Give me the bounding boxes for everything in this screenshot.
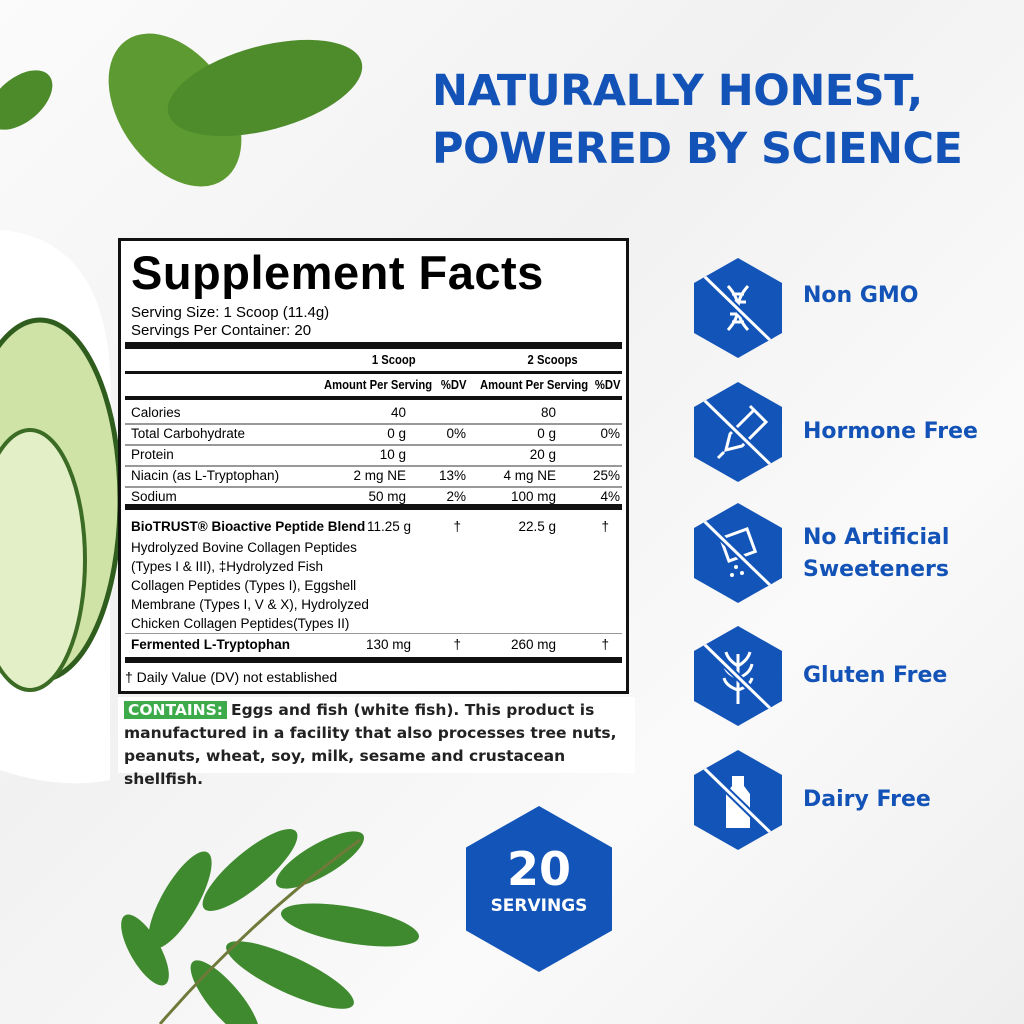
divider (125, 371, 622, 374)
tryptophan-amount-1: 130 mg (365, 637, 411, 652)
badge-label: Gluten Free (803, 663, 948, 688)
dna-crossed-icon (701, 273, 777, 347)
blend-amount-2: 22.5 g (518, 519, 556, 534)
col-header: Amount Per Serving (479, 378, 588, 392)
servings-per-container: Servings Per Container: 20 (131, 322, 312, 339)
headline-line-2: POWERED BY SCIENCE (432, 124, 963, 174)
syringe-icon-badge (694, 382, 782, 482)
amount-1-scoop: 0 g (387, 426, 406, 441)
nutrient-name: Sodium (131, 489, 177, 504)
contains-text: Eggs and fish (white fish). This product… (124, 701, 617, 788)
wheat-icon-badge (694, 626, 782, 726)
dv-1-scoop: 0% (446, 426, 466, 441)
divider (125, 342, 622, 349)
blend-name: BioTRUST® Bioactive Peptide Blend (131, 519, 366, 534)
nutrient-row: Protein 10 g 20 g (121, 445, 626, 465)
nutrient-name: Niacin (as L-Tryptophan) (131, 468, 280, 483)
amount-1-scoop: 50 mg (368, 489, 406, 504)
divider (125, 486, 622, 488)
tryptophan-amount-2: 260 mg (510, 637, 556, 652)
blend-dv-1: † (453, 519, 461, 534)
amount-1-scoop: 10 g (379, 447, 406, 462)
milk-bottle-crossed-icon (701, 765, 777, 839)
col-header: %DV (594, 378, 620, 392)
footnote: † Daily Value (DV) not established (125, 669, 338, 685)
dv-2-scoops: 0% (600, 426, 620, 441)
syringe-crossed-icon (701, 397, 777, 471)
dv-1-scoop: 2% (446, 489, 466, 504)
facts-title: Supplement Facts (131, 246, 544, 299)
tryptophan-name: Fermented L-Tryptophan (131, 637, 291, 652)
amount-2-scoops: 100 mg (510, 489, 556, 504)
dna-icon-badge (694, 258, 782, 358)
headline-line-1: NATURALLY HONEST, (432, 66, 923, 116)
nutrient-name: Calories (131, 405, 181, 420)
divider (125, 633, 622, 634)
contains-label: CONTAINS: (124, 701, 227, 719)
divider (125, 504, 622, 510)
blend-dv-2: † (601, 519, 609, 534)
nutrient-name: Protein (131, 447, 174, 462)
sweetener-icon-badge (694, 503, 782, 603)
col-group-1: 1 Scoop (372, 353, 416, 367)
blend-amount-1: 11.25 g (366, 519, 411, 534)
tryptophan-row: Fermented L-Tryptophan 130 mg † 260 mg † (121, 635, 626, 655)
nutrient-row: Calories 40 80 (121, 403, 626, 423)
column-group-row: 1 Scoop 2 Scoops (121, 351, 626, 371)
col-header: Amount Per Serving (323, 378, 432, 392)
servings-badge: 20 SERVINGS (466, 806, 612, 972)
badge-label: Hormone Free (803, 419, 978, 444)
tryptophan-dv-2: † (601, 637, 609, 652)
servings-label: SERVINGS (490, 896, 588, 916)
blend-ingredients: Hydrolyzed Bovine Collagen Peptides (Typ… (131, 540, 369, 631)
column-header-row: Amount Per Serving %DV Amount Per Servin… (121, 376, 626, 396)
nutrient-row: Total Carbohydrate 0 g 0% 0 g 0% (121, 424, 626, 444)
divider (125, 423, 622, 425)
amount-2-scoops: 0 g (537, 426, 556, 441)
divider (125, 444, 622, 446)
amount-1-scoop: 40 (390, 405, 406, 420)
nutrient-name: Total Carbohydrate (131, 426, 246, 441)
divider (125, 396, 622, 400)
badge-label: No Artificial Sweeteners (803, 525, 950, 582)
amount-2-scoops: 80 (540, 405, 556, 420)
tryptophan-dv-1: † (453, 637, 461, 652)
amount-2-scoops: 4 mg NE (503, 468, 556, 483)
headline: NATURALLY HONEST, POWERED BY SCIENCE (432, 62, 963, 178)
col-group-2: 2 Scoops (527, 353, 578, 367)
nutrient-row: Sodium 50 mg 2% 100 mg 4% (121, 487, 626, 507)
wheat-crossed-icon (701, 641, 777, 715)
blend-row: BioTRUST® Bioactive Peptide Blend 11.25 … (121, 517, 626, 537)
allergen-statement: CONTAINS: Eggs and fish (white fish). Thi… (118, 697, 635, 788)
divider (125, 465, 622, 467)
servings-number: 20 (506, 842, 571, 896)
sweetener-crossed-icon (701, 518, 777, 592)
amount-2-scoops: 20 g (529, 447, 556, 462)
dv-2-scoops: 25% (592, 468, 620, 483)
amount-1-scoop: 2 mg NE (353, 468, 406, 483)
decorative-produce-image (0, 33, 420, 1024)
col-header: %DV (440, 378, 466, 392)
dv-2-scoops: 4% (600, 489, 620, 504)
milk-bottle-icon-badge (694, 750, 782, 850)
dv-1-scoop: 13% (438, 468, 466, 483)
nutrient-row: Niacin (as L-Tryptophan) 2 mg NE 13% 4 m… (121, 466, 626, 486)
divider (125, 657, 622, 663)
supplement-facts-panel: Supplement Facts Serving Size: 1 Scoop (… (118, 238, 629, 694)
serving-size: Serving Size: 1 Scoop (11.4g) (131, 304, 330, 321)
badge-label: Dairy Free (803, 787, 931, 812)
badge-label: Non GMO (803, 283, 919, 308)
